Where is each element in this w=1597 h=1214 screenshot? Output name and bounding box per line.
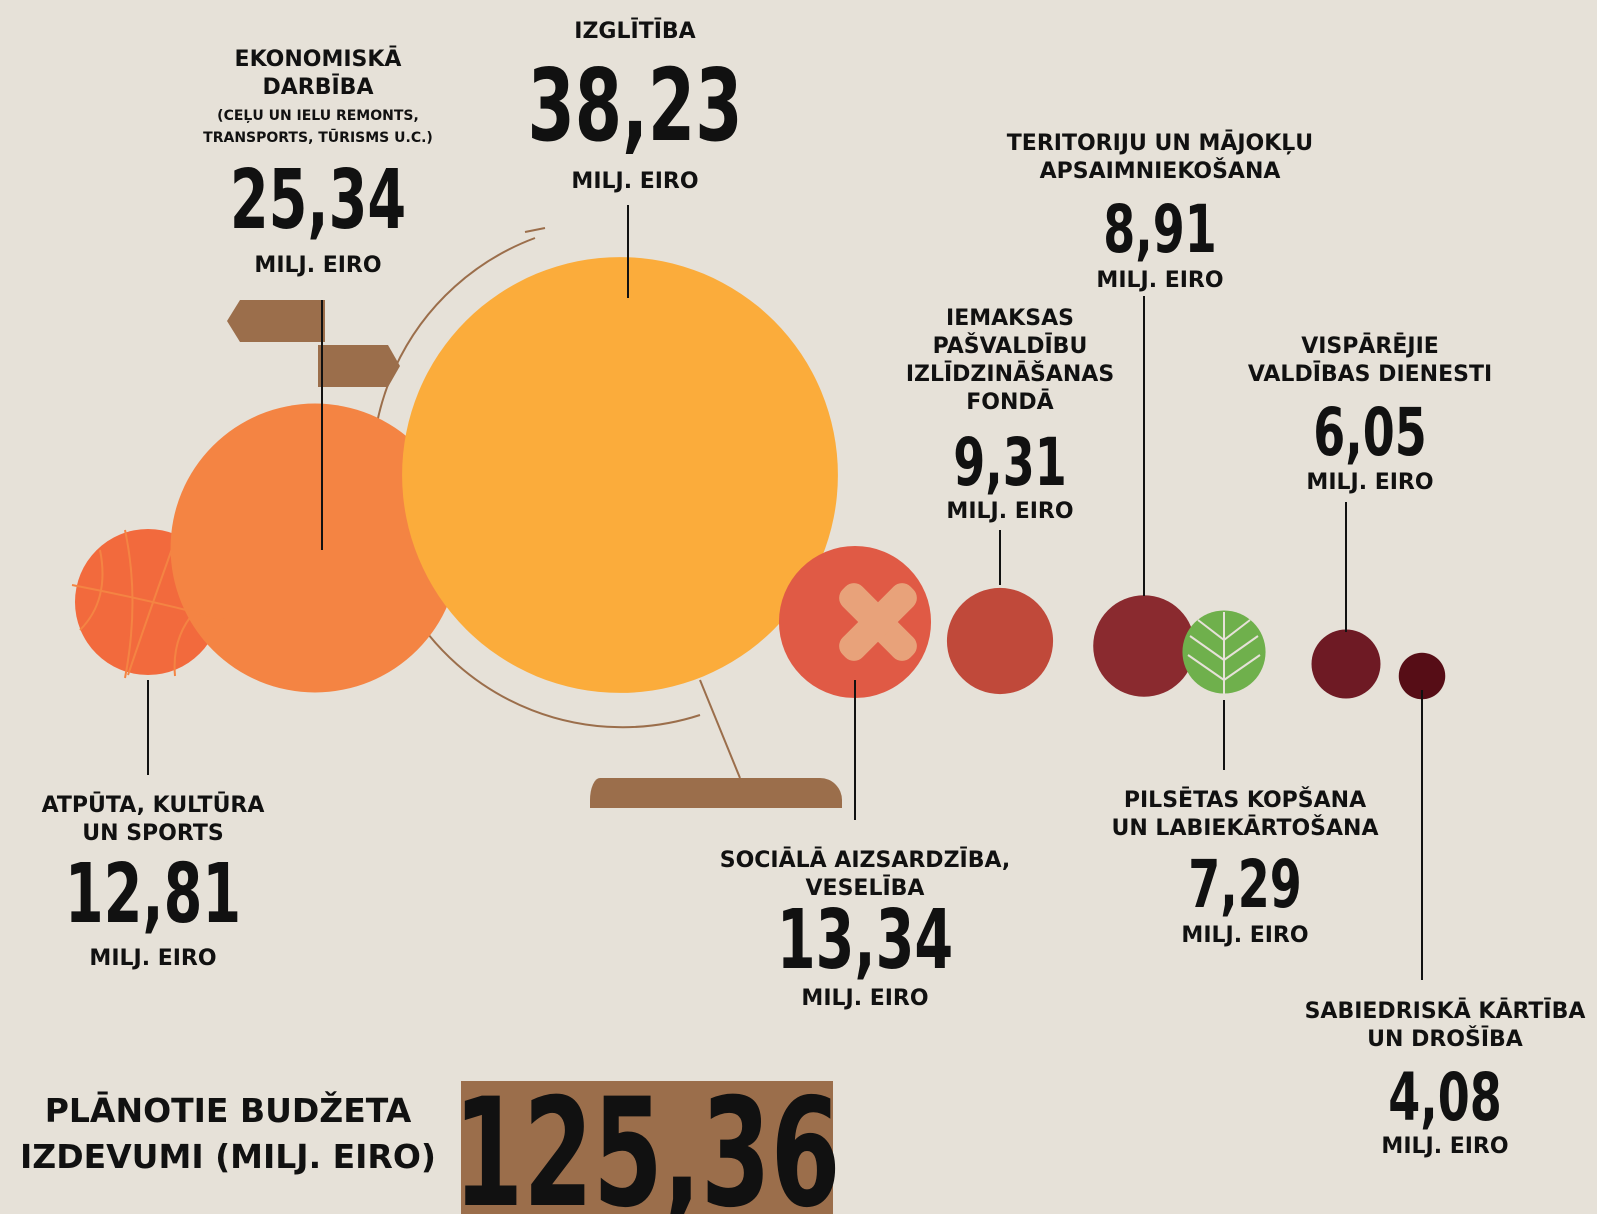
unit-label: MILJ. EIRO: [1306, 470, 1433, 495]
bubble: [1312, 630, 1381, 699]
bubble: [779, 546, 931, 698]
value-label: 13,34: [777, 893, 953, 988]
globe-base: [590, 778, 842, 808]
unit-label: MILJ. EIRO: [801, 986, 928, 1011]
value-label: 25,34: [230, 153, 406, 248]
unit-label: MILJ. EIRO: [1381, 1134, 1508, 1159]
value-label: 6,05: [1313, 394, 1427, 471]
unit-label: MILJ. EIRO: [254, 253, 381, 278]
value-label: 4,08: [1388, 1059, 1502, 1136]
bubble: [947, 588, 1053, 694]
value-label: 9,31: [953, 424, 1067, 501]
unit-label: MILJ. EIRO: [1096, 268, 1223, 293]
value-label: 12,81: [65, 847, 241, 942]
value-label: 8,91: [1103, 191, 1217, 268]
bubble: [1093, 595, 1195, 697]
unit-label: MILJ. EIRO: [946, 499, 1073, 524]
unit-label: MILJ. EIRO: [89, 946, 216, 971]
total-value: 125,36: [454, 1067, 841, 1214]
unit-label: MILJ. EIRO: [571, 169, 698, 194]
bubble: [402, 257, 838, 693]
unit-label: MILJ. EIRO: [1181, 923, 1308, 948]
infographic: ATPŪTA, KULTŪRAUN SPORTS12,81MILJ. EIROE…: [0, 0, 1597, 1214]
value-label: 38,23: [528, 47, 743, 164]
category-label: IZGLĪTĪBA: [574, 18, 695, 44]
value-label: 7,29: [1188, 846, 1302, 923]
